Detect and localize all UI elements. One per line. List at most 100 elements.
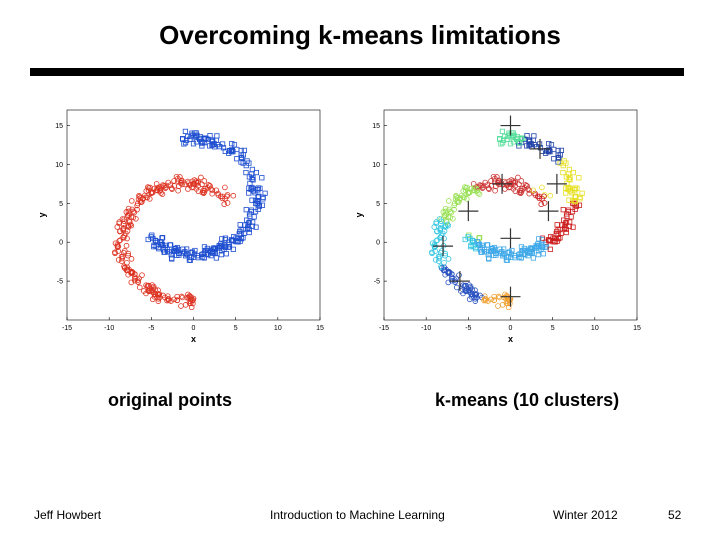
left-point-square [167,249,173,255]
right-point-circle [462,184,468,190]
left-point-square [249,197,255,203]
left-point-circle [153,181,160,187]
left-point-circle [139,199,145,205]
left-point-square [222,148,228,154]
left-point-circle [119,255,125,262]
left-point-square [168,252,174,258]
right-point-circle [538,201,545,208]
right-point-circle [452,279,458,285]
left-point-circle [140,195,147,201]
left-point-square [209,250,215,256]
right-point-square [540,251,546,257]
left-point-square [207,143,213,149]
right-point-circle [441,264,448,271]
right-point-square [506,130,512,136]
right-point-square [555,147,561,154]
right-point-circle [445,256,452,262]
plot-original-points: -15 -10 -5 0 5 10 15 -5 0 5 10 15 x y [25,95,325,350]
right-point-square [530,255,537,261]
right-point-square [542,244,548,250]
footer-term: Winter 2012 [553,508,618,522]
right-y-axis-label: y [354,212,364,217]
left-point-square [230,246,236,252]
left-point-square [255,199,262,205]
right-point-circle [438,232,445,239]
right-point-circle [478,183,484,189]
right-point-square [572,185,578,191]
left-point-circle [126,219,133,225]
left-point-square [238,231,244,238]
left-point-square [219,141,226,147]
right-point-circle [436,255,442,262]
left-point-circle [131,209,138,216]
left-point-circle [149,282,155,288]
right-point-square [579,190,585,196]
right-point-square [476,235,482,241]
left-point-circle [126,212,132,218]
left-point-square [194,132,200,138]
left-point-circle [125,252,131,259]
right-point-square [576,175,582,181]
left-point-circle [124,260,130,266]
right-point-square [524,143,530,149]
left-point-square [199,143,205,149]
left-point-circle [127,221,134,228]
right-point-circle [473,291,480,297]
right-point-square [474,239,480,245]
right-point-square [570,224,576,230]
left-point-circle [114,224,121,230]
right-point-circle [444,221,451,228]
left-point-circle [224,200,231,206]
left-point-circle [125,222,132,229]
left-point-square [225,244,231,250]
left-point-square [229,141,235,147]
right-point-circle [451,202,457,209]
left-point-square [254,187,261,193]
left-point-circle [152,291,159,298]
right-y-tick-label: 0 [376,240,380,247]
right-point-square [563,174,569,180]
right-point-square [552,235,558,241]
left-point-circle [145,288,152,295]
right-y-tick-label: 15 [372,123,380,130]
left-point-circle [179,294,186,301]
right-point-square [572,199,579,205]
left-point-circle [134,202,140,209]
right-point-square [536,236,542,242]
right-x-tick-label: -15 [379,325,389,332]
right-point-circle [536,195,543,202]
left-point-square [243,163,249,169]
left-point-square [262,190,268,196]
right-point-circle [450,215,456,222]
left-point-square [219,236,225,242]
left-point-square [159,235,165,241]
right-point-square [560,169,566,176]
right-point-square [539,237,545,243]
left-point-circle [171,296,177,303]
left-point-circle [178,179,185,186]
right-point-circle [539,184,545,191]
right-point-square [554,228,560,235]
right-point-square [554,222,560,228]
right-point-square [505,254,512,261]
left-point-square [254,198,261,204]
right-point-square [507,141,514,147]
right-point-circle [462,288,469,295]
left-point-square [182,140,189,146]
left-point-square [246,185,252,191]
left-point-circle [209,187,216,193]
right-point-circle [452,277,458,283]
left-y-axis-label: y [37,212,47,217]
right-point-square [567,177,573,183]
right-point-square [576,202,583,208]
right-point-circle [442,222,449,229]
left-point-square [239,155,245,161]
right-point-circle [506,297,513,304]
left-point-circle [143,194,149,200]
right-point-circle [471,185,478,191]
right-point-square [499,128,506,135]
left-point-circle [200,187,207,194]
left-point-square [152,237,158,244]
right-point-square [508,251,515,257]
left-point-square [222,235,229,241]
